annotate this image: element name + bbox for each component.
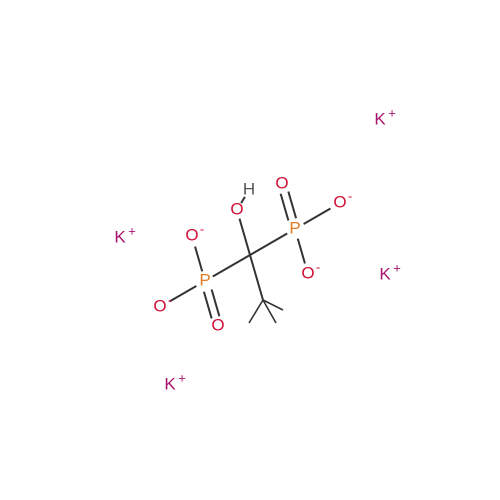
p-atom-label: P (289, 218, 300, 237)
bond (281, 194, 289, 221)
k-atom-label: K (374, 109, 386, 128)
bond (249, 300, 263, 323)
charge-label: - (316, 259, 320, 274)
k-atom-label: K (114, 227, 126, 246)
bond (213, 255, 250, 276)
o-atom-label: O (211, 315, 224, 334)
o-atom-label: O (275, 173, 288, 192)
o-atom-label: O (301, 263, 314, 282)
bond (239, 219, 250, 255)
bond (288, 192, 296, 219)
charge-label: - (200, 221, 204, 236)
bond (212, 289, 220, 316)
p-atom-label: P (199, 270, 210, 289)
k-atom-label: K (164, 374, 176, 393)
o-atom-label: O (153, 296, 166, 315)
charge-label: + (178, 370, 186, 385)
bond (195, 247, 202, 272)
charge-label: + (393, 260, 401, 275)
charge-label: - (168, 292, 172, 307)
h-atom-label: H (243, 179, 255, 198)
molecule-diagram: OHPOO-O-POO-O-K+K+K+K+ (0, 0, 500, 500)
bond (250, 255, 263, 300)
charge-label: + (128, 223, 136, 238)
o-atom-label: O (333, 192, 346, 211)
bond (304, 209, 331, 224)
o-atom-label: O (230, 199, 243, 218)
charge-label: + (388, 105, 396, 120)
bond (204, 292, 212, 319)
bond (170, 286, 197, 301)
bond (250, 234, 287, 255)
k-atom-label: K (379, 264, 391, 283)
o-atom-label: O (185, 225, 198, 244)
charge-label: - (348, 188, 352, 203)
bond (298, 239, 305, 264)
